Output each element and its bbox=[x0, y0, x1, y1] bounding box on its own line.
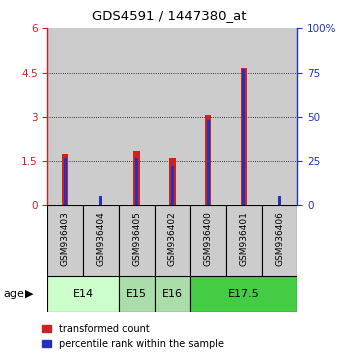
Bar bbox=[205, 115, 211, 205]
Bar bbox=[171, 166, 174, 205]
Bar bbox=[154, 205, 190, 276]
Bar bbox=[226, 205, 262, 276]
Text: GSM936404: GSM936404 bbox=[96, 211, 105, 266]
Text: E16: E16 bbox=[162, 289, 183, 299]
Text: E15: E15 bbox=[126, 289, 147, 299]
Text: GSM936403: GSM936403 bbox=[61, 211, 70, 266]
Bar bbox=[119, 276, 154, 312]
Text: ▶: ▶ bbox=[25, 289, 33, 299]
Bar bbox=[83, 205, 119, 276]
Bar bbox=[190, 276, 297, 312]
Bar bbox=[47, 205, 83, 276]
Bar bbox=[99, 196, 102, 205]
Text: GDS4591 / 1447380_at: GDS4591 / 1447380_at bbox=[92, 9, 246, 22]
Bar bbox=[119, 28, 154, 205]
Bar bbox=[190, 28, 226, 205]
Bar bbox=[134, 151, 140, 205]
Bar bbox=[278, 196, 281, 205]
Bar bbox=[47, 276, 119, 312]
Bar bbox=[62, 154, 68, 205]
Text: GSM936406: GSM936406 bbox=[275, 211, 284, 266]
Bar bbox=[154, 276, 190, 312]
Text: GSM936400: GSM936400 bbox=[203, 211, 213, 266]
Bar bbox=[242, 69, 245, 205]
Legend: transformed count, percentile rank within the sample: transformed count, percentile rank withi… bbox=[42, 324, 223, 349]
Text: GSM936405: GSM936405 bbox=[132, 211, 141, 266]
Bar bbox=[207, 120, 210, 205]
Bar bbox=[83, 28, 119, 205]
Bar bbox=[190, 205, 226, 276]
Bar bbox=[262, 28, 297, 205]
Bar bbox=[226, 28, 262, 205]
Text: E17.5: E17.5 bbox=[228, 289, 260, 299]
Text: age: age bbox=[3, 289, 24, 299]
Bar bbox=[119, 205, 154, 276]
Text: E14: E14 bbox=[72, 289, 94, 299]
Bar bbox=[64, 158, 67, 205]
Bar bbox=[169, 158, 176, 205]
Bar bbox=[241, 68, 247, 205]
Bar bbox=[47, 28, 83, 205]
Bar bbox=[154, 28, 190, 205]
Bar bbox=[262, 205, 297, 276]
Bar bbox=[135, 158, 138, 205]
Text: GSM936402: GSM936402 bbox=[168, 211, 177, 266]
Text: GSM936401: GSM936401 bbox=[239, 211, 248, 266]
